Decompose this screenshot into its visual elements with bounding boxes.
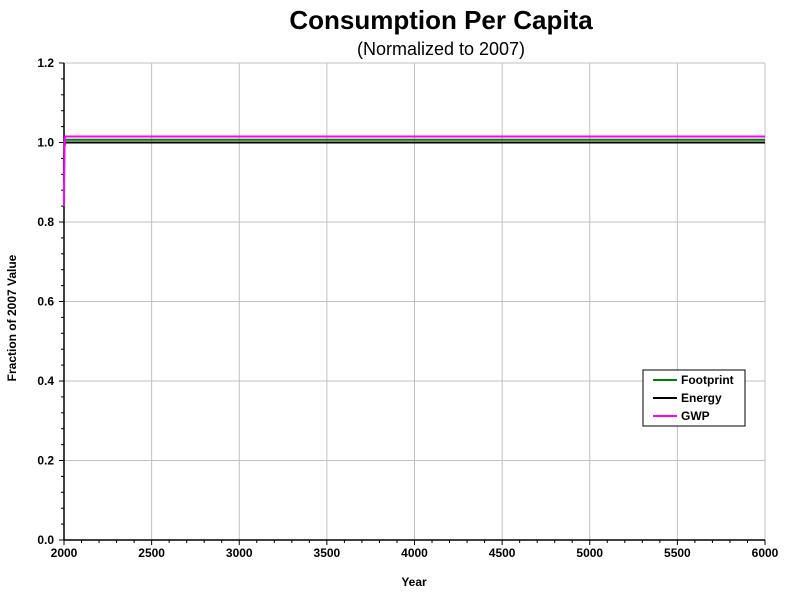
y-tick-label: 0.8	[37, 215, 54, 229]
x-tick-label: 4500	[489, 546, 516, 560]
legend-label-energy: Energy	[681, 391, 722, 405]
chart-title: Consumption Per Capita	[289, 5, 593, 35]
y-tick-label: 0.6	[37, 295, 54, 309]
grid	[63, 62, 766, 541]
x-tick-label: 5500	[664, 546, 691, 560]
y-axis-title: Fraction of 2007 Value	[5, 254, 19, 381]
x-axis-ticks: 2000 2500 3000 3500 4000 4500 5000 5500 6000	[51, 546, 779, 560]
y-tick-label: 1.0	[37, 136, 54, 150]
y-tick-label: 0.2	[37, 454, 54, 468]
x-tick-label: 6000	[752, 546, 779, 560]
x-axis-title: Year	[401, 575, 427, 589]
series-line-gwp	[63, 135, 765, 207]
x-tick-label: 2500	[138, 546, 165, 560]
series-lines	[63, 135, 765, 207]
y-tick-label: 0.4	[37, 374, 54, 388]
x-tick-label: 5000	[576, 546, 603, 560]
y-tick-label: 0.0	[37, 533, 54, 547]
x-tick-label: 2000	[51, 546, 78, 560]
x-tick-label: 3500	[314, 546, 341, 560]
x-tick-label: 3000	[226, 546, 253, 560]
legend-label-footprint: Footprint	[681, 373, 734, 387]
y-tick-label: 1.2	[37, 56, 54, 70]
y-axis-ticks: 0.0 0.2 0.4 0.6 0.8 1.0 1.2	[37, 56, 54, 547]
x-tick-label: 4000	[401, 546, 428, 560]
legend-label-gwp: GWP	[681, 409, 710, 423]
legend: Footprint Energy GWP	[642, 369, 746, 427]
chart-subtitle: (Normalized to 2007)	[357, 39, 525, 59]
axes	[59, 62, 766, 545]
